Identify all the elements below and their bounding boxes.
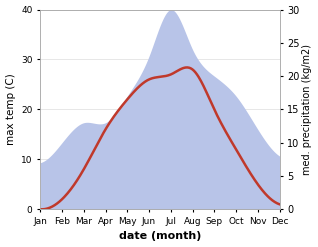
Y-axis label: max temp (C): max temp (C) bbox=[5, 74, 16, 145]
X-axis label: date (month): date (month) bbox=[119, 231, 201, 242]
Y-axis label: med. precipitation (kg/m2): med. precipitation (kg/m2) bbox=[302, 44, 313, 175]
